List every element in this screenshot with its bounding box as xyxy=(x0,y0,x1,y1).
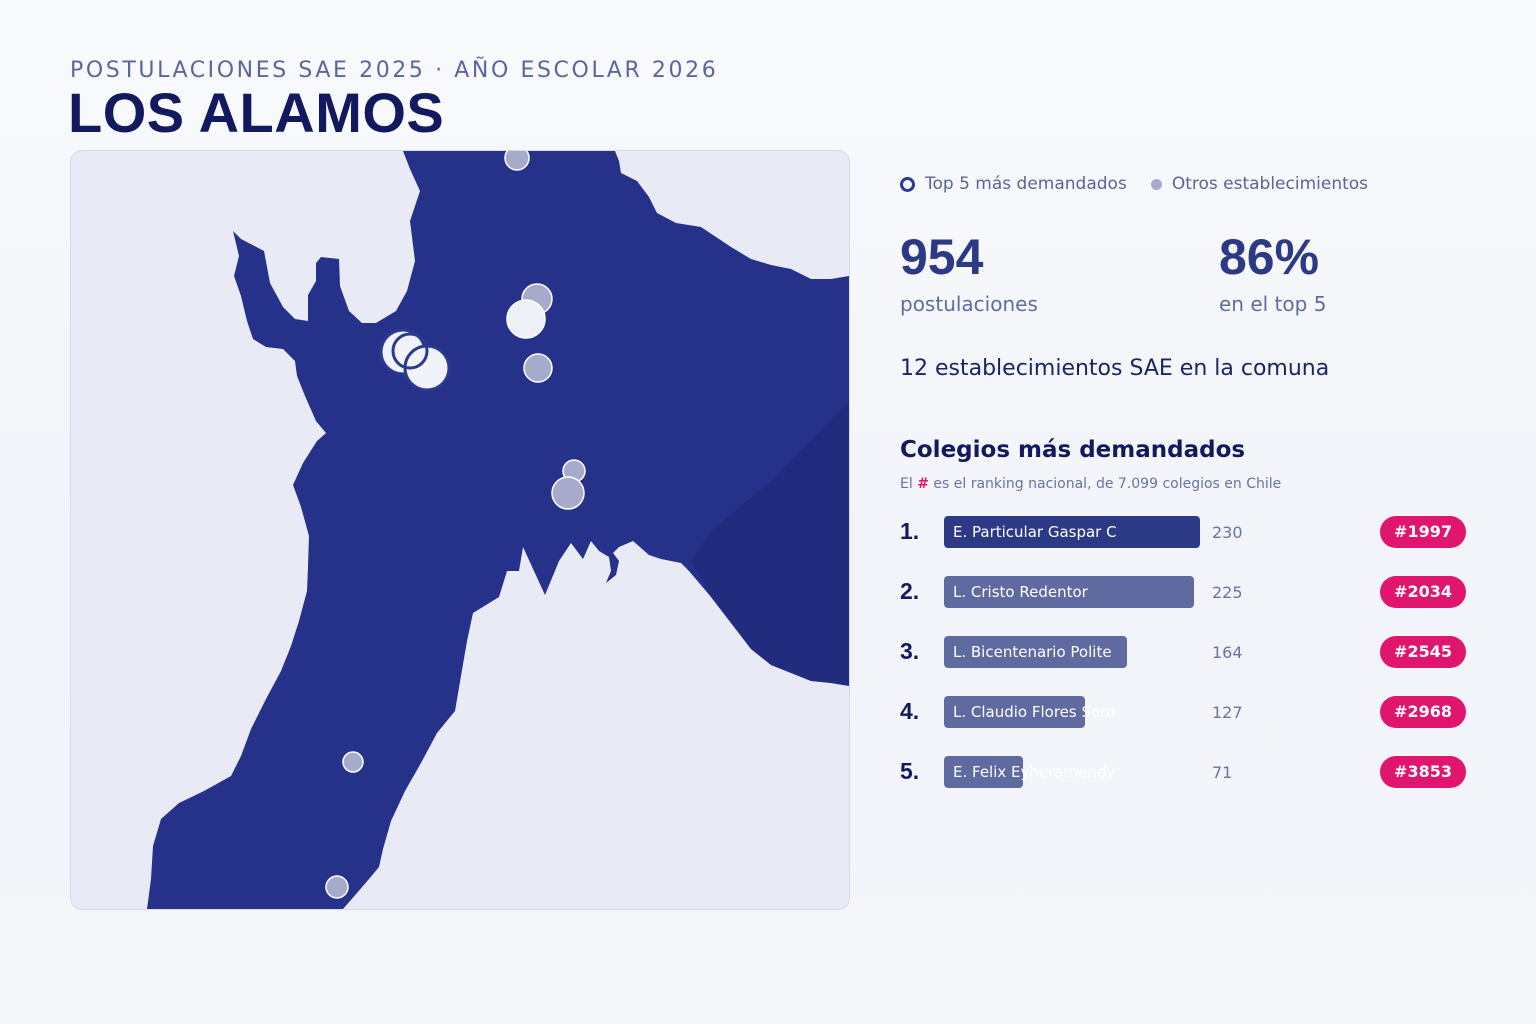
national-rank-badge: #2034 xyxy=(1380,576,1466,608)
legend-others-label: Otros establecimientos xyxy=(1171,174,1369,194)
legend-top5-label: Top 5 más demandados xyxy=(925,174,1127,194)
ranking-subtitle-after: es el ranking nacional, de 7.099 colegio… xyxy=(933,476,1282,492)
other-school-marker[interactable] xyxy=(506,299,546,339)
rank-number: 5. xyxy=(900,758,920,784)
other-dot-icon xyxy=(1150,178,1162,190)
ranking-row[interactable]: 4. L. Claudio Flores Soto 127 #2968 xyxy=(900,696,1470,728)
national-rank-badge: #3853 xyxy=(1380,756,1466,788)
ranking-row[interactable]: 2. L. Cristo Redentor 225 #2034 xyxy=(900,576,1470,608)
rank-school-name: L. Cristo Redentor xyxy=(953,583,1088,601)
estuary-shadow xyxy=(691,401,849,686)
kpi-top5-share-label: en el top 5 xyxy=(1219,292,1327,316)
eyebrow-subtitle: POSTULACIONES SAE 2025 · AÑO ESCOLAR 202… xyxy=(70,58,719,83)
rank-value: 127 xyxy=(1212,703,1243,722)
ranking-subtitle-hash: # xyxy=(917,476,929,492)
ranking-row[interactable]: 3. L. Bicentenario Polite 164 #2545 xyxy=(900,636,1470,668)
commune-land xyxy=(147,151,849,909)
rank-number: 1. xyxy=(900,518,920,544)
commune-map[interactable] xyxy=(70,150,850,910)
other-school-marker[interactable] xyxy=(523,353,553,383)
rank-number: 4. xyxy=(900,698,920,724)
rank-value: 225 xyxy=(1212,583,1243,602)
school-markers xyxy=(325,151,586,899)
ranking-row[interactable]: 5. E. Felix Eyheramendy 71 #3853 xyxy=(900,756,1470,788)
rank-bar xyxy=(944,696,1085,728)
rank-bar xyxy=(944,576,1194,608)
other-school-marker[interactable] xyxy=(504,151,530,171)
ranking-title: Colegios más demandados xyxy=(900,437,1246,463)
rank-school-name: L. Bicentenario Polite xyxy=(953,643,1112,661)
kpi-applications-label: postulaciones xyxy=(900,292,1038,316)
other-school-marker[interactable] xyxy=(551,476,585,510)
rank-value: 230 xyxy=(1212,523,1243,542)
map-legend: Top 5 más demandados Otros establecimien… xyxy=(900,174,1368,194)
rank-number: 3. xyxy=(900,638,920,664)
kpi-top5-share-value: 86% xyxy=(1219,229,1320,285)
ranking-row[interactable]: 1. E. Particular Gaspar C 230 #1997 xyxy=(900,516,1470,548)
other-school-marker[interactable] xyxy=(325,875,349,899)
ranking-subtitle-before: El xyxy=(900,476,913,492)
kpi-top5-share: 86% en el top 5 xyxy=(1219,232,1326,316)
top5-ring-icon xyxy=(900,176,915,192)
map-svg xyxy=(147,151,849,909)
schools-count: 12 establecimientos SAE en la comuna xyxy=(900,356,1330,381)
top5-school-marker[interactable] xyxy=(391,332,429,370)
rank-school-name: L. Claudio Flores Soto xyxy=(953,703,1116,721)
rank-number: 2. xyxy=(900,578,920,604)
national-rank-badge: #2545 xyxy=(1380,636,1466,668)
rank-bar xyxy=(944,756,1023,788)
rank-bar xyxy=(944,636,1127,668)
page-title: LOS ALAMOS xyxy=(68,81,445,144)
rank-value: 164 xyxy=(1212,643,1243,662)
rank-school-name: E. Particular Gaspar C xyxy=(953,523,1117,541)
ranking-subtitle: El # es el ranking nacional, de 7.099 co… xyxy=(900,476,1281,492)
other-school-marker[interactable] xyxy=(342,751,364,773)
kpi-applications-value: 954 xyxy=(900,229,984,285)
national-rank-badge: #2968 xyxy=(1380,696,1466,728)
rank-bar xyxy=(944,516,1200,548)
rank-value: 71 xyxy=(1212,763,1233,782)
kpi-applications: 954 postulaciones xyxy=(900,232,1038,316)
national-rank-badge: #1997 xyxy=(1380,516,1466,548)
rank-school-name: E. Felix Eyheramendy xyxy=(953,763,1116,781)
